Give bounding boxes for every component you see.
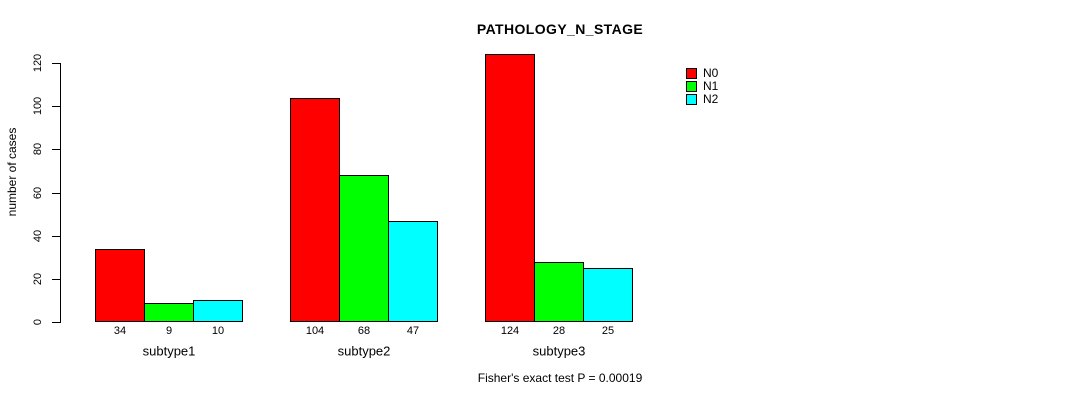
- bar-value-label-N1-subtype1: 9: [165, 325, 173, 337]
- y-axis-line: [60, 63, 61, 323]
- y-axis-tick: [52, 149, 60, 150]
- legend-label-N2: N2: [703, 92, 719, 106]
- y-axis-tick: [52, 279, 60, 280]
- y-axis-tick-label: 100: [32, 96, 44, 116]
- y-axis-tick-label: 60: [32, 186, 44, 200]
- y-axis-tick: [52, 236, 60, 237]
- bar-value-label-N2-subtype3: 25: [601, 325, 615, 337]
- legend-item-N0: N0: [686, 67, 718, 80]
- bar-N1-subtype1: [144, 303, 194, 322]
- bar-N0-subtype3: [485, 54, 535, 322]
- chart-title: PATHOLOGY_N_STAGE: [476, 21, 644, 37]
- bar-value-label-N0-subtype3: 124: [500, 325, 520, 337]
- y-axis-tick-label: 0: [32, 318, 44, 326]
- bar-N1-subtype2: [339, 175, 389, 322]
- y-axis-tick-label: 80: [32, 142, 44, 156]
- bar-value-label-N2-subtype2: 47: [406, 325, 420, 337]
- stat-annotation: Fisher's exact test P = 0.00019: [477, 371, 643, 385]
- y-axis-tick-label: 120: [32, 53, 44, 73]
- category-label-subtype3: subtype3: [532, 343, 586, 359]
- y-axis-tick: [52, 63, 60, 64]
- bar-N0-subtype1: [95, 249, 145, 322]
- legend-swatch-N0: [686, 68, 697, 79]
- bar-value-label-N2-subtype1: 10: [211, 325, 225, 337]
- bar-N2-subtype1: [193, 300, 243, 322]
- y-axis-tick: [52, 106, 60, 107]
- legend-swatch-N2: [686, 94, 697, 105]
- y-axis-tick: [52, 193, 60, 194]
- category-label-subtype1: subtype1: [142, 343, 196, 359]
- y-axis-tick-label: 40: [32, 229, 44, 243]
- legend-label-N0: N0: [703, 66, 719, 80]
- y-axis-tick: [52, 322, 60, 323]
- legend-item-N1: N1: [686, 80, 718, 93]
- bar-value-label-N0-subtype1: 34: [113, 325, 127, 337]
- bar-value-label-N1-subtype2: 68: [357, 325, 371, 337]
- y-axis-tick-label: 20: [32, 272, 44, 286]
- bar-N1-subtype3: [534, 262, 584, 322]
- bar-N0-subtype2: [290, 98, 340, 322]
- bar-value-label-N0-subtype2: 104: [305, 325, 325, 337]
- bar-value-label-N1-subtype3: 28: [552, 325, 566, 337]
- y-axis-label: number of cases: [5, 127, 19, 217]
- legend-label-N1: N1: [703, 79, 719, 93]
- category-label-subtype2: subtype2: [337, 343, 391, 359]
- legend-item-N2: N2: [686, 93, 718, 106]
- legend: N0 N1 N2: [686, 67, 718, 106]
- bar-N2-subtype2: [388, 221, 438, 322]
- bar-N2-subtype3: [583, 268, 633, 322]
- legend-swatch-N1: [686, 81, 697, 92]
